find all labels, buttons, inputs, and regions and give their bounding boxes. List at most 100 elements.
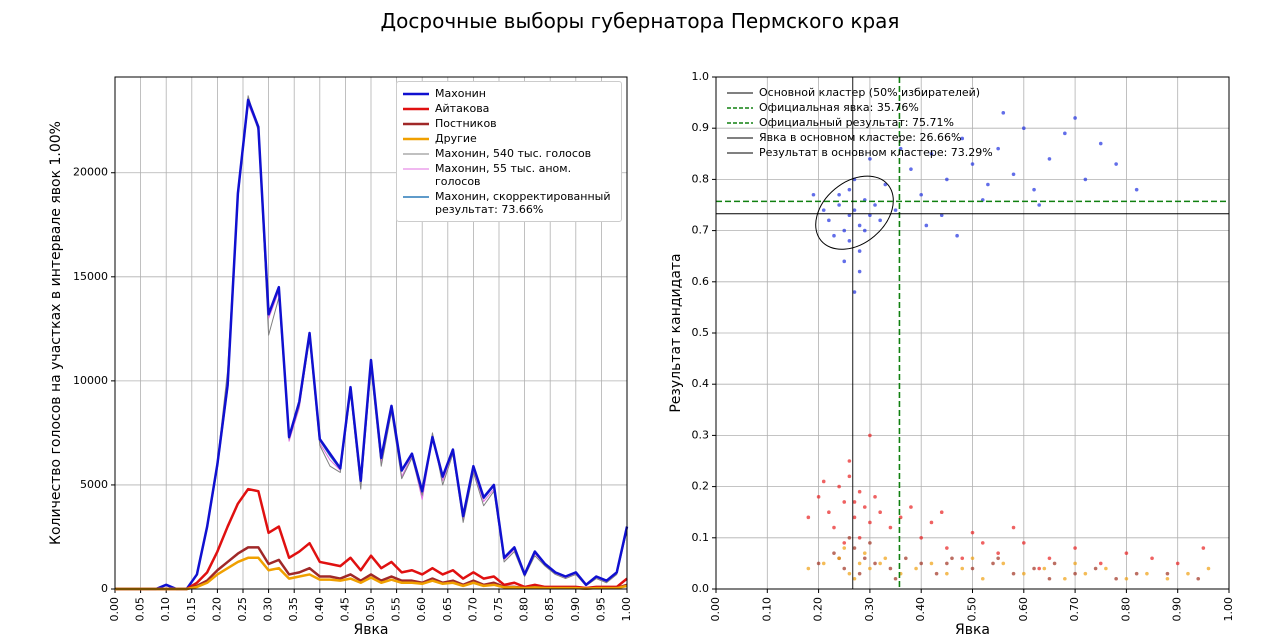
scatter-point (857, 223, 862, 228)
x-tick-label: 0.30 (863, 597, 876, 622)
x-tick-label: 0.30 (262, 597, 275, 622)
x-tick-label: 0.40 (914, 597, 927, 622)
scatter-point (842, 566, 847, 571)
scatter-point (847, 239, 852, 243)
x-tick-label: 0.85 (543, 597, 556, 622)
x-tick-label: 0.60 (1017, 597, 1030, 622)
legend-swatch (727, 137, 753, 139)
scatter-point (1098, 141, 1103, 146)
legend-label: Айтакова (435, 102, 490, 115)
scatter-point (847, 571, 852, 576)
scatter-point (996, 146, 1000, 151)
x-tick-label: 0.20 (210, 597, 223, 622)
legend-item: Основной кластер (50% избирателей) (727, 86, 1027, 99)
scatter-point (929, 152, 934, 156)
scatter-point (842, 541, 847, 545)
x-tick-label: 0.60 (415, 597, 428, 622)
scatter-point (950, 556, 954, 561)
scatter-point (857, 561, 862, 566)
legend-item: Официальный результат: 75.71% (727, 116, 1027, 129)
legend-item: Официальная явка: 35.76% (727, 101, 1027, 114)
scatter-point (1134, 571, 1139, 576)
plot-frame (715, 76, 1230, 590)
scatter-point (857, 249, 862, 253)
x-axis-label: Явка (353, 622, 388, 638)
cluster-ellipse (815, 175, 894, 250)
legend-item: Махонин, скорректированный результат: 73… (403, 190, 615, 216)
scatter-point (1165, 576, 1170, 581)
scatter-point (811, 192, 816, 197)
scatter-point (847, 474, 852, 479)
y-tick-label: 0.3 (692, 428, 710, 441)
scatter-point (909, 505, 913, 509)
scatter-point (852, 546, 857, 550)
x-tick-label: 0.95 (594, 597, 607, 622)
scatter-point (1011, 172, 1016, 177)
legend-swatch (403, 92, 429, 96)
scatter-point (821, 208, 826, 212)
scatter-point (878, 561, 882, 566)
scatter-point (868, 541, 872, 545)
series-line (115, 487, 628, 591)
scatter-point (970, 530, 975, 535)
scatter-point (847, 536, 852, 540)
scatter-point (960, 556, 965, 561)
x-tick-label: 0.35 (287, 597, 300, 622)
scatter-point (960, 136, 965, 141)
legend-item: Явка в основном кластере: 26.66% (727, 131, 1027, 144)
scatter-point (873, 495, 877, 499)
y-tick-label: 0.9 (692, 121, 710, 134)
scatter-point (873, 561, 877, 566)
scatter-point (929, 520, 934, 525)
scatter-point (904, 556, 908, 561)
scatter-point (980, 576, 985, 581)
scatter-point (1052, 561, 1057, 566)
y-tick-label: 0.1 (692, 531, 710, 544)
scatter-point (980, 541, 985, 545)
scatter-point (852, 290, 857, 294)
x-tick-label: 0.40 (313, 597, 326, 622)
legend-item: Результат в основном кластере: 73.29% (727, 146, 1027, 159)
scatter-point (868, 157, 872, 161)
legend-label: Основной кластер (50% избирателей) (759, 86, 981, 99)
legend-label: Махонин, скорректированный результат: 73… (435, 190, 611, 216)
scatter-point (832, 525, 836, 530)
legend-swatch (403, 137, 429, 141)
series-line (115, 556, 628, 591)
scatter-point (986, 182, 990, 187)
figure-title: Досрочные выборы губернатора Пермского к… (381, 9, 900, 33)
scatter-point (842, 546, 847, 550)
scatter-point (857, 536, 862, 540)
scatter-point (1047, 576, 1052, 581)
scatter-point (945, 571, 949, 576)
scatter-point (1196, 576, 1201, 581)
legend-label: Махонин, 55 тыс. аном. голосов (435, 162, 572, 188)
x-axis-label: Явка (955, 622, 990, 638)
legend: Махонин Айтакова Постников Другие Махонин, 5… (396, 81, 622, 222)
y-tick-label: 5000 (80, 478, 108, 491)
scatter-point (1124, 551, 1129, 555)
scatter-point (847, 459, 852, 463)
x-tick-label: 0.10 (760, 597, 773, 622)
scatter-point (1022, 126, 1026, 130)
scatter-point (1032, 187, 1036, 192)
scatter-point (873, 203, 877, 207)
legend-label: Официальная явка: 35.76% (759, 101, 919, 114)
legend-swatch (403, 122, 429, 126)
x-tick-label: 0.50 (364, 597, 377, 622)
x-tick-label: 0.50 (966, 597, 979, 622)
scatter-point (842, 259, 847, 264)
scatter-point (919, 536, 923, 540)
scatter-point (842, 228, 847, 233)
legend-label: Официальный результат: 75.71% (759, 116, 954, 129)
scatter-point (1073, 571, 1077, 576)
scatter-point (893, 208, 898, 212)
legend-label: Постников (435, 117, 497, 130)
scatter-point (1011, 571, 1016, 576)
scatter-point (1114, 576, 1118, 581)
x-tick-label: 1.00 (1222, 597, 1235, 622)
x-tick-label: 0.20 (812, 597, 825, 622)
scatter-point (1047, 556, 1052, 561)
scatter-point (1134, 187, 1139, 192)
